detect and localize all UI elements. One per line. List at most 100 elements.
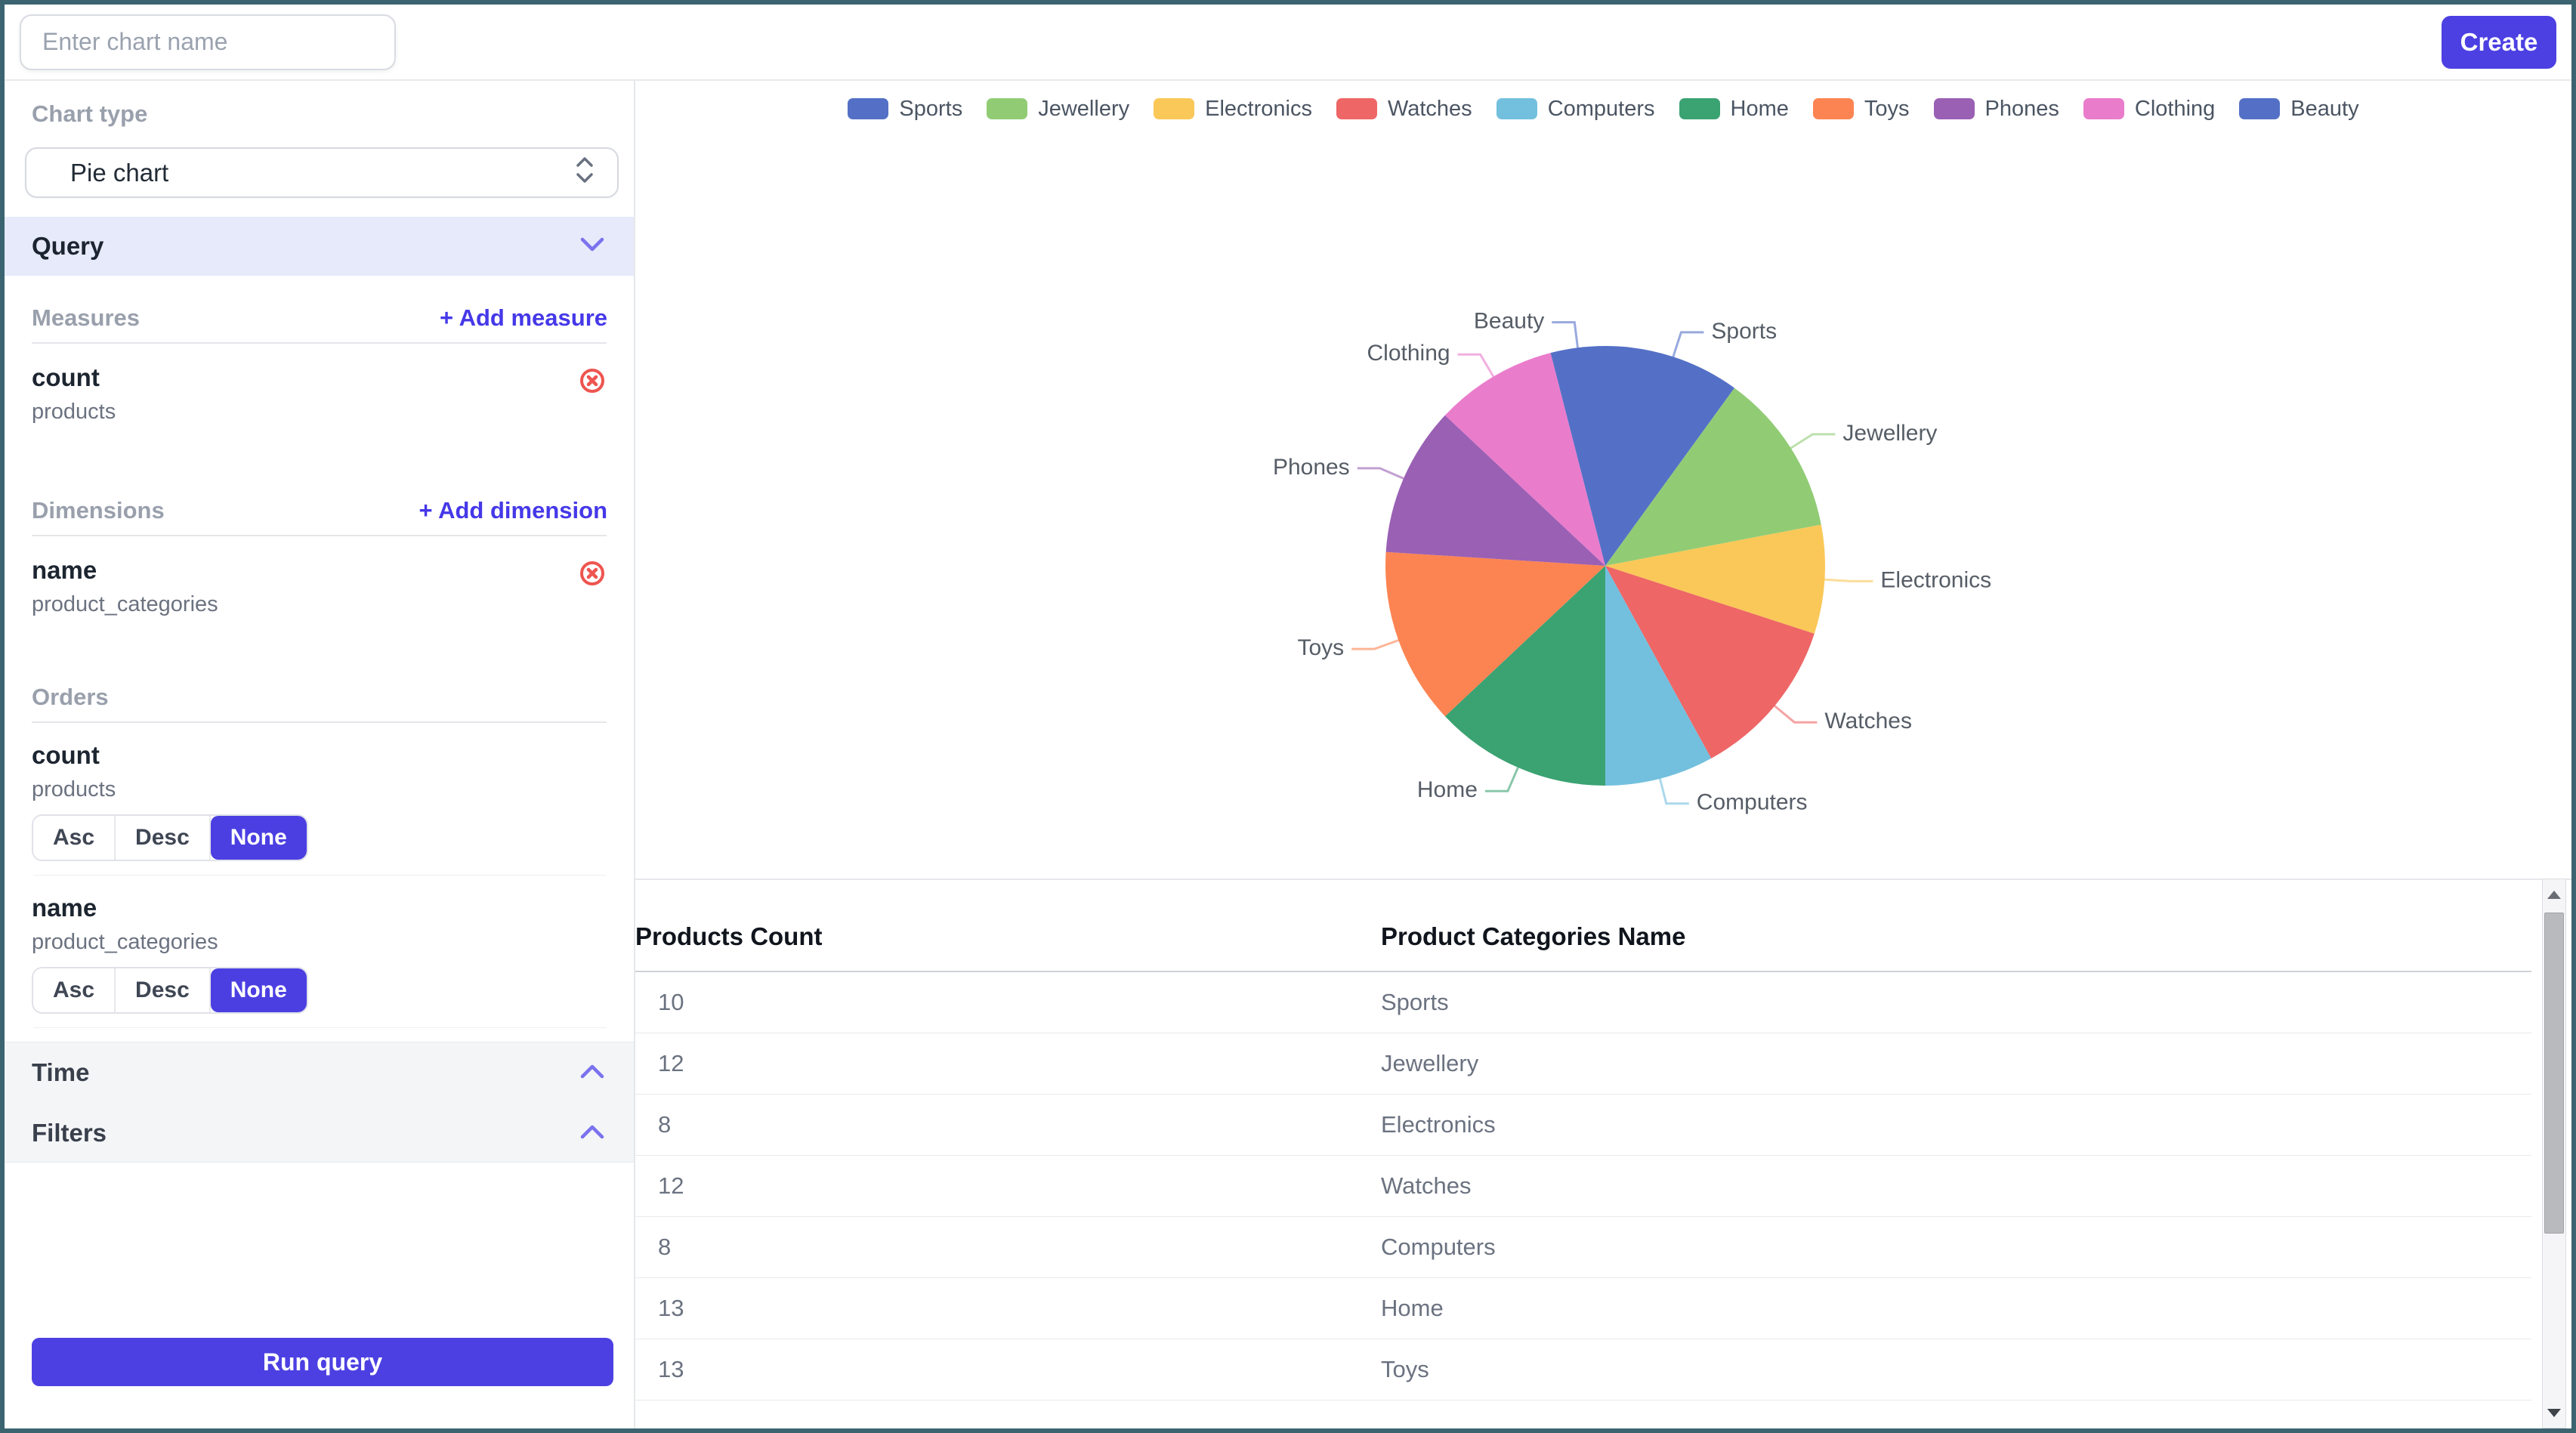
filters-section-header[interactable]: Filters xyxy=(5,1103,634,1163)
measures-divider xyxy=(32,342,607,344)
pie-label-line xyxy=(1357,467,1404,480)
legend-color-swatch xyxy=(2239,98,2281,119)
order-option-desc-button[interactable]: Desc xyxy=(116,968,211,1012)
scrollbar-up-button[interactable] xyxy=(2543,879,2565,910)
cell-category-name: Computers xyxy=(1381,1216,2531,1278)
order-item-subtitle: product_categories xyxy=(32,930,218,954)
legend-color-swatch xyxy=(1812,98,1854,119)
legend-color-swatch xyxy=(848,98,889,119)
legend-color-swatch xyxy=(1679,98,1720,119)
legend-color-swatch xyxy=(987,98,1028,119)
legend-item-electronics[interactable]: Electronics xyxy=(1154,97,1312,122)
cell-products-count: 10 xyxy=(635,971,1381,1033)
legend-item-toys[interactable]: Toys xyxy=(1812,97,1910,122)
legend-item-computers[interactable]: Computers xyxy=(1496,97,1655,122)
table-row: 13 Home xyxy=(635,1277,2531,1339)
legend-item-jewellery[interactable]: Jewellery xyxy=(987,97,1129,122)
delete-icon xyxy=(579,368,606,397)
order-option-none-button[interactable]: None xyxy=(210,816,307,860)
add-measure-button[interactable]: + Add measure xyxy=(440,304,607,331)
pie-label-electronics: Electronics xyxy=(1880,567,1991,592)
pie-slice-toys[interactable] xyxy=(1385,551,1605,717)
pie-slice-beauty[interactable] xyxy=(1550,345,1605,566)
pie-slice-home[interactable] xyxy=(1444,566,1605,786)
legend-label: Watches xyxy=(1387,96,1472,121)
pie-slice-phones[interactable] xyxy=(1385,415,1605,566)
table-scrollbar[interactable] xyxy=(2542,879,2566,1428)
topbar: Create xyxy=(5,5,2571,81)
legend-color-swatch xyxy=(1336,98,1377,119)
dimensions-divider xyxy=(32,535,607,536)
orders-divider xyxy=(32,721,607,723)
chevron-up-icon xyxy=(578,1062,607,1084)
remove-measure-button[interactable] xyxy=(577,366,607,397)
order-item-divider xyxy=(33,875,607,876)
legend-item-watches[interactable]: Watches xyxy=(1336,97,1472,122)
time-filters-block: Time Filters xyxy=(5,1042,634,1163)
sidebar: Chart type Pie chart Query Measures + Ad… xyxy=(5,81,635,1428)
time-section-header[interactable]: Time xyxy=(5,1042,634,1103)
scrollbar-thumb[interactable] xyxy=(2544,913,2564,1234)
legend-item-sports[interactable]: Sports xyxy=(848,97,962,122)
pie-label-jewellery: Jewellery xyxy=(1842,421,1937,446)
legend-item-clothing[interactable]: Clothing xyxy=(2083,97,2215,122)
dimension-item-title: name xyxy=(32,556,97,584)
order-item-title: name xyxy=(32,894,97,922)
order-item: name product_categories Asc Desc None xyxy=(5,876,634,1014)
order-item: count products Asc Desc None xyxy=(5,723,634,861)
pie-slice-sports[interactable] xyxy=(1605,346,1734,566)
pie-slice-electronics[interactable] xyxy=(1605,524,1825,634)
cell-products-count: 8 xyxy=(635,1216,1381,1278)
legend-item-phones[interactable]: Phones xyxy=(1933,96,2059,122)
legend-label: Beauty xyxy=(2290,96,2359,121)
pie-label-computers: Computers xyxy=(1697,790,1808,815)
pie-label-line xyxy=(1672,331,1704,357)
table-row: 13 Toys xyxy=(635,1339,2531,1401)
add-dimension-button[interactable]: + Add dimension xyxy=(419,497,607,523)
order-direction-toggle: Asc Desc None xyxy=(32,814,308,861)
legend-item-home[interactable]: Home xyxy=(1679,97,1789,122)
cell-products-count: 8 xyxy=(635,1094,1381,1156)
pie-slice-computers[interactable] xyxy=(1605,566,1712,786)
order-direction-toggle: Asc Desc None xyxy=(32,967,308,1014)
filters-label: Filters xyxy=(32,1119,107,1147)
pie-chart-zone: Sports Jewellery Electronics Watches Compute… xyxy=(635,81,2571,879)
table-row: 12 Watches xyxy=(635,1155,2531,1217)
order-option-asc-button[interactable]: Asc xyxy=(33,816,116,860)
cell-category-name: Home xyxy=(1381,1277,2531,1339)
run-query-button[interactable]: Run query xyxy=(32,1338,613,1386)
legend-color-swatch xyxy=(1496,98,1537,119)
pie-label-clothing: Clothing xyxy=(1367,341,1450,366)
pie-label-line xyxy=(1790,433,1836,449)
pie-slice-clothing[interactable] xyxy=(1444,353,1605,566)
order-option-asc-button[interactable]: Asc xyxy=(33,968,116,1012)
pie-slice-jewellery[interactable] xyxy=(1605,388,1821,566)
query-section-header[interactable]: Query xyxy=(5,217,634,276)
pie-slice-watches[interactable] xyxy=(1605,566,1815,758)
legend-label: Computers xyxy=(1547,96,1655,121)
result-table: Products Count Product Categories Name 1… xyxy=(635,880,2531,1401)
chevron-up-icon xyxy=(578,1123,607,1144)
legend-label: Jewellery xyxy=(1038,96,1130,121)
table-header-row: Products Count Product Categories Name xyxy=(635,880,2531,972)
pie-label-line xyxy=(1824,578,1873,582)
measures-label: Measures xyxy=(32,304,141,331)
pie-label-line xyxy=(1774,705,1818,724)
scrollbar-down-button[interactable] xyxy=(2543,1397,2565,1428)
chart-name-input[interactable] xyxy=(20,14,396,70)
remove-dimension-button[interactable] xyxy=(577,559,607,589)
pie-label-line xyxy=(1351,639,1399,650)
delete-icon xyxy=(579,561,606,589)
order-option-none-button[interactable]: None xyxy=(210,968,307,1012)
chart-type-select[interactable]: Pie chart xyxy=(25,147,619,198)
order-option-desc-button[interactable]: Desc xyxy=(116,816,211,860)
order-item-divider xyxy=(33,1027,607,1028)
legend-label: Phones xyxy=(1985,96,2059,121)
legend-item-beauty[interactable]: Beauty xyxy=(2239,96,2359,122)
legend-color-swatch xyxy=(1933,98,1975,119)
create-button[interactable]: Create xyxy=(2442,15,2556,69)
measure-item-subtitle: products xyxy=(32,400,116,424)
query-label: Query xyxy=(32,232,104,260)
cell-category-name: Watches xyxy=(1381,1155,2531,1217)
cell-products-count: 13 xyxy=(635,1339,1381,1401)
